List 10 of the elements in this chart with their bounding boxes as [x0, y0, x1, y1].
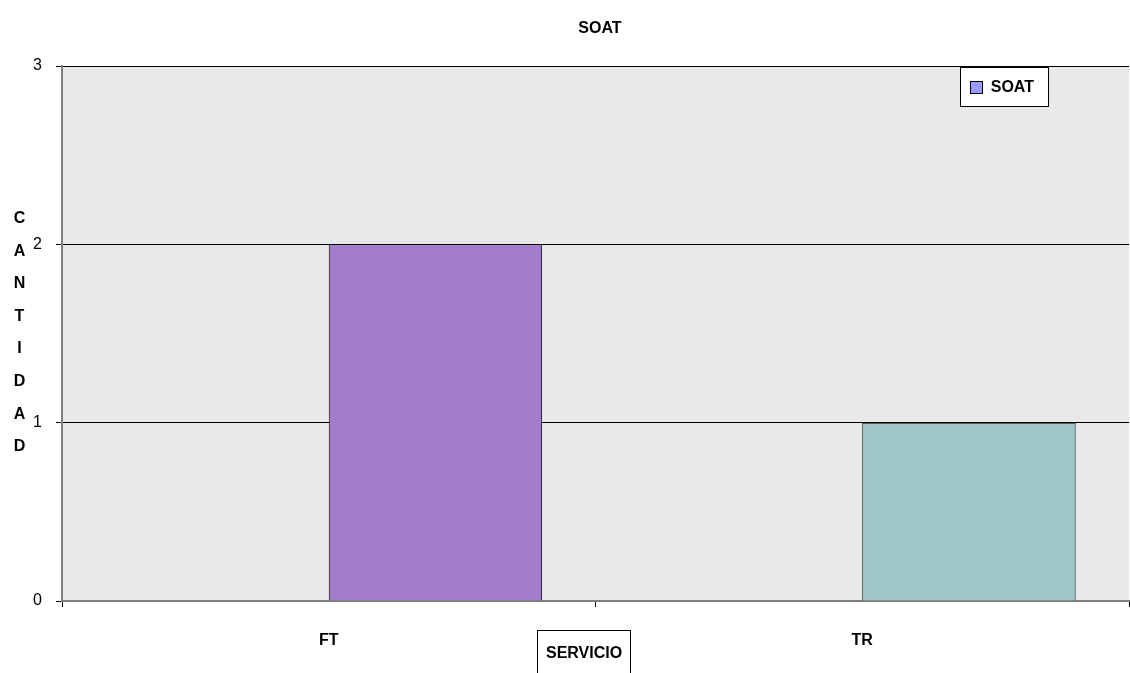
x-axis-title: SERVICIO — [537, 630, 632, 673]
y-tick-label: 0 — [33, 591, 43, 609]
y-tick-label: 2 — [33, 234, 43, 252]
x-tick-label: FT — [318, 631, 339, 649]
x-tick-label: TR — [851, 631, 874, 649]
y-tick-label: 1 — [33, 413, 43, 431]
y-axis-title: CANTIDAD — [10, 209, 28, 470]
text: SOAT — [990, 77, 1034, 97]
y-tick-label: 3 — [33, 56, 43, 74]
chart-title: SOAT — [577, 19, 623, 37]
